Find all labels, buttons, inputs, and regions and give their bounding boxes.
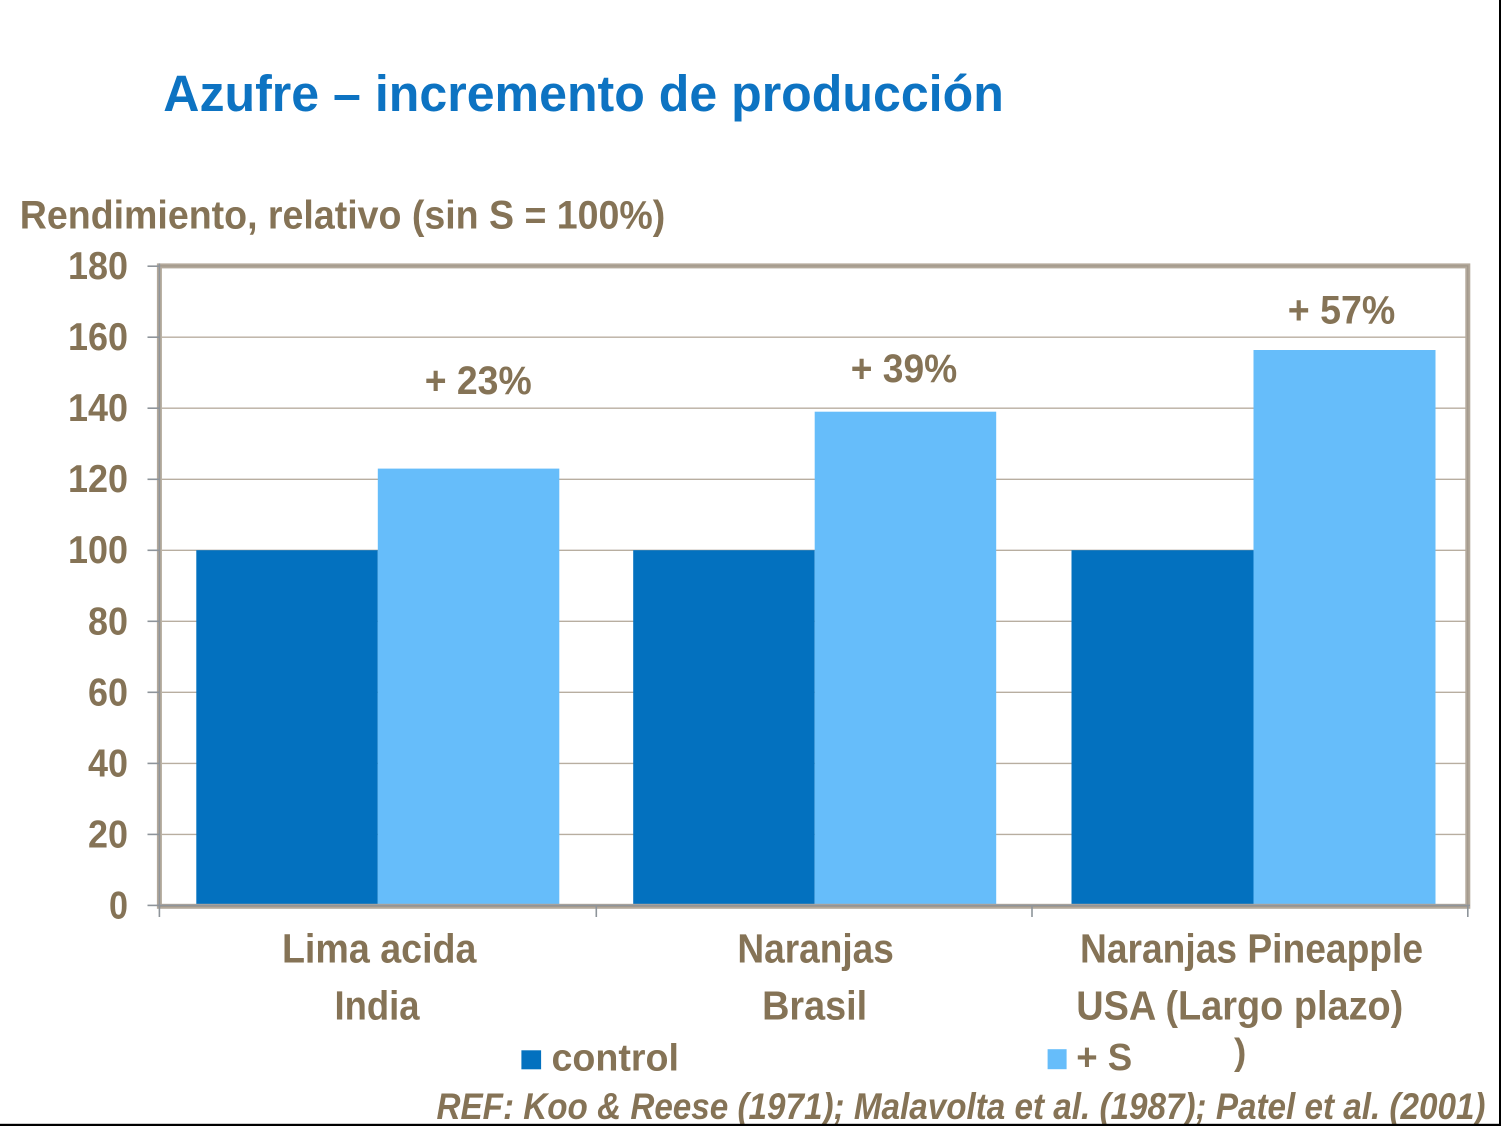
svg-text:40: 40 xyxy=(88,742,128,785)
svg-text:+ 57%: + 57% xyxy=(1288,289,1396,333)
svg-text:Brasil: Brasil xyxy=(762,983,867,1029)
svg-text:Lima acida: Lima acida xyxy=(282,926,478,972)
svg-text:+ 23%: + 23% xyxy=(425,359,532,403)
svg-text:120: 120 xyxy=(68,458,128,501)
svg-text:Naranjas: Naranjas xyxy=(737,926,894,972)
svg-text:0: 0 xyxy=(109,885,128,928)
svg-text:control: control xyxy=(552,1038,680,1080)
svg-text:60: 60 xyxy=(88,671,128,714)
svg-text:140: 140 xyxy=(68,387,128,430)
svg-text:160: 160 xyxy=(68,316,128,359)
svg-text:Azufre – incremento de producc: Azufre – incremento de producción xyxy=(163,65,1004,122)
svg-text:USA (Largo plazo): USA (Largo plazo) xyxy=(1076,983,1403,1029)
svg-text:100: 100 xyxy=(68,529,128,572)
svg-text:India: India xyxy=(335,983,421,1029)
svg-text:+ S: + S xyxy=(1076,1037,1132,1079)
svg-text:+ 39%: + 39% xyxy=(851,347,958,391)
svg-text:): ) xyxy=(1234,1032,1246,1073)
svg-text:20: 20 xyxy=(88,813,128,856)
svg-text:Rendimiento, relativo (sin S =: Rendimiento, relativo (sin S = 100%) xyxy=(20,193,666,237)
svg-text:80: 80 xyxy=(88,600,128,643)
svg-text:180: 180 xyxy=(68,245,128,288)
svg-text:Naranjas Pineapple: Naranjas Pineapple xyxy=(1080,926,1423,972)
svg-text:REF: Koo & Reese (1971); Malav: REF: Koo & Reese (1971); Malavolta et al… xyxy=(437,1085,1486,1126)
